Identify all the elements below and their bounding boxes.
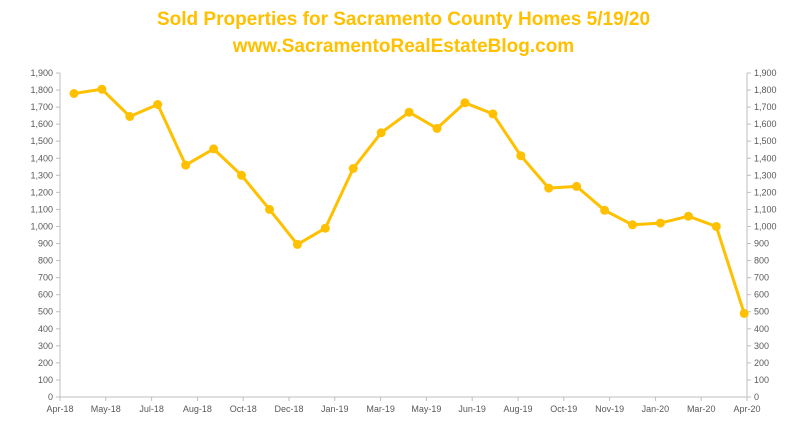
data-point xyxy=(711,222,721,231)
x-tick-label: May-18 xyxy=(91,404,121,414)
x-tick-label: Nov-19 xyxy=(595,404,624,414)
y2-tick-label: 900 xyxy=(754,239,769,249)
y2-tick-label: 600 xyxy=(754,290,769,300)
y-tick-label: 100 xyxy=(38,375,53,385)
data-point xyxy=(181,160,191,170)
y2-tick-label: 1,600 xyxy=(754,119,777,129)
data-point xyxy=(237,170,246,180)
y-tick-label: 400 xyxy=(38,324,53,334)
data-point xyxy=(209,144,219,154)
y-tick-label: 1,800 xyxy=(30,85,53,95)
y2-tick-label: 300 xyxy=(754,341,769,351)
data-point xyxy=(572,181,582,191)
x-tick-label: Mar-19 xyxy=(366,404,395,414)
x-tick-label: Jan-19 xyxy=(321,404,349,414)
y-tick-label: 600 xyxy=(38,290,53,300)
y2-tick-label: 1,900 xyxy=(754,68,777,78)
x-tick-label: Jun-19 xyxy=(458,404,486,414)
y-tick-label: 800 xyxy=(38,256,53,266)
y2-tick-label: 500 xyxy=(754,307,769,317)
x-tick-label: Oct-19 xyxy=(550,404,577,414)
chart-subtitle: www.SacramentoRealEstateBlog.com xyxy=(232,36,575,57)
x-tick-label: Jul-18 xyxy=(139,404,164,414)
data-point xyxy=(404,107,414,117)
x-tick-label: Oct-18 xyxy=(230,404,257,414)
y-tick-label: 1,200 xyxy=(30,187,53,197)
y2-tick-label: 1,800 xyxy=(754,85,777,95)
data-point xyxy=(516,151,526,161)
y2-tick-label: 800 xyxy=(754,256,769,266)
data-point xyxy=(320,223,330,233)
y2-tick-label: 200 xyxy=(754,358,769,368)
y2-tick-label: 1,500 xyxy=(754,136,777,146)
y2-tick-label: 100 xyxy=(754,375,769,385)
x-tick-label: Apr-20 xyxy=(733,404,760,414)
data-point xyxy=(348,164,358,173)
data-point xyxy=(739,308,749,318)
x-tick-label: Aug-19 xyxy=(503,404,532,414)
data-point xyxy=(460,98,470,108)
y2-tick-label: 1,100 xyxy=(754,204,777,214)
y-tick-label: 1,100 xyxy=(30,204,53,214)
x-tick-label: Mar-20 xyxy=(687,404,716,414)
y-tick-label: 900 xyxy=(38,239,53,249)
y-tick-label: 1,700 xyxy=(30,102,53,112)
chart-title: Sold Properties for Sacramento County Ho… xyxy=(156,9,651,30)
data-point xyxy=(153,100,163,109)
data-point xyxy=(69,89,79,98)
x-tick-label: Jan-20 xyxy=(642,404,670,414)
right-y-axis: 0 100 200 300 400 500 600 700 800 900 1,000 1,100 1,… xyxy=(747,68,777,402)
y2-tick-label: 1,300 xyxy=(754,170,777,180)
data-point xyxy=(628,220,637,230)
x-tick-label: May-19 xyxy=(411,404,441,414)
y-tick-label: 1,300 xyxy=(30,170,53,180)
y2-tick-label: 700 xyxy=(754,273,769,283)
y-tick-label: 1,900 xyxy=(30,68,53,78)
y2-tick-label: 400 xyxy=(754,324,769,334)
data-point xyxy=(376,128,386,138)
y-tick-label: 1,000 xyxy=(30,221,53,231)
data-point xyxy=(600,205,610,215)
y-tick-label: 1,600 xyxy=(30,119,53,129)
x-tick-label: Apr-18 xyxy=(46,404,73,414)
data-point xyxy=(265,204,274,214)
chart-axes xyxy=(59,73,748,398)
y2-tick-label: 1,400 xyxy=(754,153,777,163)
left-y-axis: 0 100 200 300 400 500 600 700 800 900 1,000 1,100 1,… xyxy=(30,68,60,402)
y2-tick-label: 0 xyxy=(754,392,759,402)
data-point xyxy=(97,84,107,94)
series-line xyxy=(72,87,746,315)
x-tick-label: Dec-18 xyxy=(274,404,303,414)
x-axis: Apr-18 May-18 Jul-18 Aug-18 Oct-18 Dec-18 Jan-… xyxy=(46,397,761,414)
y-tick-label: 1,500 xyxy=(30,136,53,146)
y-tick-label: 200 xyxy=(38,358,53,368)
y-tick-label: 0 xyxy=(48,392,53,402)
y2-tick-label: 1,200 xyxy=(754,187,777,197)
data-point xyxy=(683,211,693,221)
data-point xyxy=(488,109,498,119)
data-point xyxy=(544,183,554,193)
x-tick-label: Aug-18 xyxy=(183,404,212,414)
data-point xyxy=(125,112,135,121)
data-point xyxy=(432,123,442,133)
y-tick-label: 700 xyxy=(38,273,53,283)
y2-tick-label: 1,000 xyxy=(754,221,777,231)
data-point xyxy=(292,239,302,249)
y2-tick-label: 1,700 xyxy=(754,102,777,112)
y-tick-label: 300 xyxy=(38,341,53,351)
y-tick-label: 1,400 xyxy=(30,153,53,163)
data-point xyxy=(655,218,665,228)
series-line-group xyxy=(69,84,749,318)
y-tick-label: 500 xyxy=(38,307,53,317)
